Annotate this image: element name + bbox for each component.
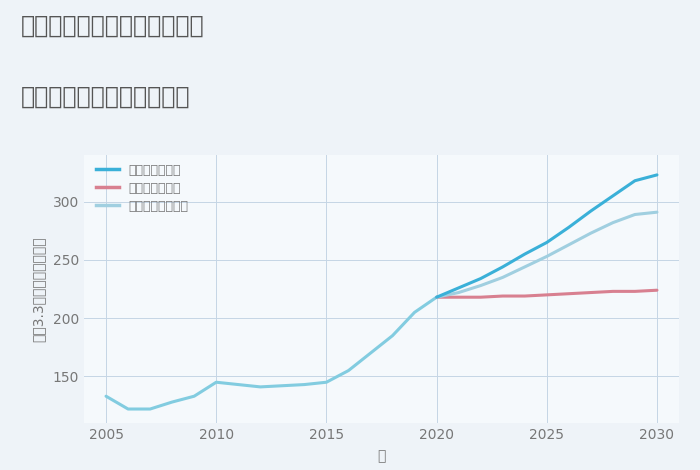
X-axis label: 年: 年 xyxy=(377,449,386,463)
Y-axis label: 坪（3.3㎡）単価（万円）: 坪（3.3㎡）単価（万円） xyxy=(32,236,46,342)
Text: 中古マンションの価格推移: 中古マンションの価格推移 xyxy=(21,85,190,109)
Text: 神奈川県横浜市中区竹之丸の: 神奈川県横浜市中区竹之丸の xyxy=(21,14,204,38)
Legend: グッドシナリオ, バッドシナリオ, ノーマルシナリオ: グッドシナリオ, バッドシナリオ, ノーマルシナリオ xyxy=(96,164,189,213)
